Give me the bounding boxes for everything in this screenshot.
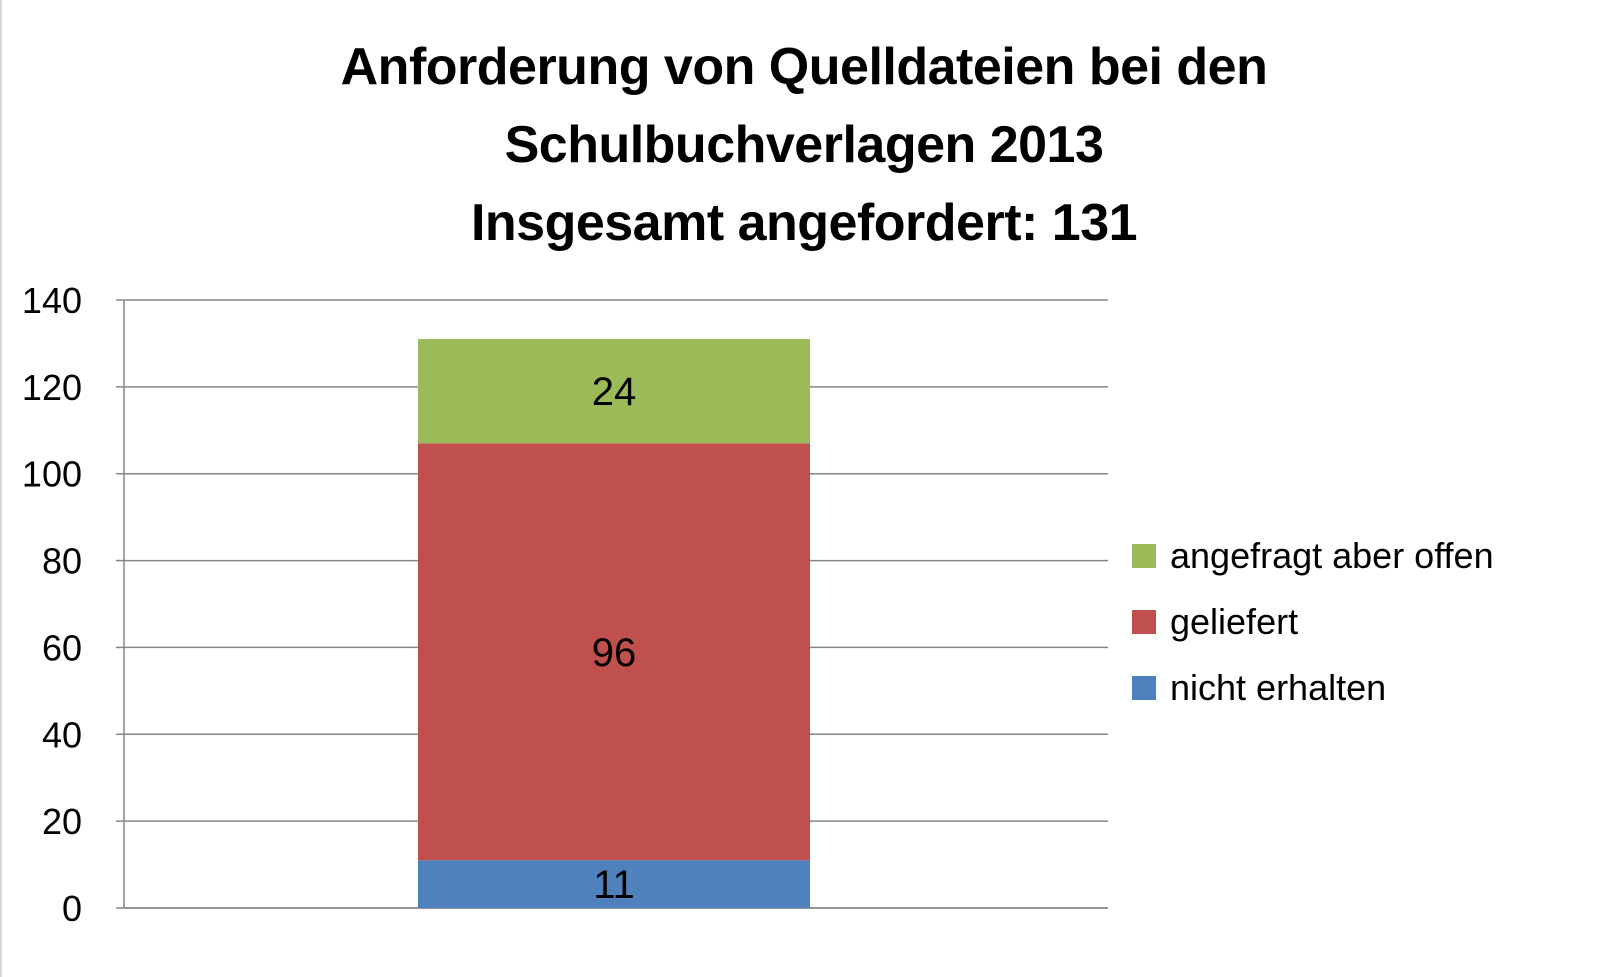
y-tick-label: 100 (22, 454, 82, 495)
data-label: 24 (592, 370, 637, 414)
axes: 0 20 40 60 80 100 120 140 (22, 280, 1108, 929)
chart-title-line-3: Insgesamt angefordert: 131 (470, 194, 1138, 252)
legend-swatch (1132, 610, 1156, 634)
chart-title-line-2: Schulbuchverlagen 2013 (504, 116, 1104, 174)
y-tick-label: 0 (62, 888, 82, 929)
legend-label: geliefert (1170, 601, 1298, 642)
y-tick-label: 40 (42, 714, 82, 755)
legend-label: nicht erhalten (1170, 667, 1386, 708)
legend-label: angefragt aber offen (1170, 535, 1494, 576)
legend: angefragt aber offen geliefert nicht erhal… (1132, 535, 1494, 708)
data-label: 11 (593, 863, 635, 907)
y-tick-label: 140 (22, 280, 82, 321)
bar-segment (418, 339, 810, 444)
legend-swatch (1132, 676, 1156, 700)
y-tick-label: 60 (42, 627, 82, 668)
y-tick-label: 120 (22, 367, 82, 408)
y-tick-label: 80 (42, 541, 82, 582)
data-label: 96 (592, 631, 637, 675)
legend-swatch (1132, 544, 1156, 568)
bar-stack: 11 96 24 (418, 339, 810, 908)
bar-segment (418, 860, 810, 908)
bar-segment (418, 443, 810, 861)
chart-title-line-1: Anforderung von Quelldateien bei den (340, 38, 1268, 96)
chart-title: Anforderung von Quelldateien bei den Sch… (2, 28, 1604, 262)
y-tick-label: 20 (42, 801, 82, 842)
